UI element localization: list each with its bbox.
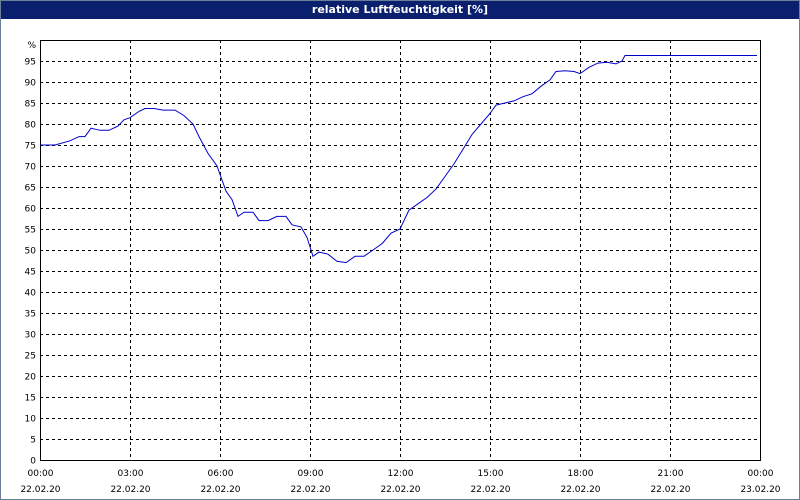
y-axis-unit-label: %	[27, 41, 36, 51]
x-tick-time-label: 06:00	[208, 469, 234, 479]
y-tick-label: 10	[25, 415, 37, 425]
x-tick-date-label: 22.02.20	[470, 485, 510, 495]
y-tick-label: 5	[30, 436, 36, 446]
y-tick-label: 60	[25, 205, 37, 215]
y-tick-label: 0	[30, 457, 36, 467]
x-tick-time-label: 12:00	[388, 469, 414, 479]
y-tick-label: 75	[25, 142, 36, 152]
x-tick-time-label: 15:00	[478, 469, 504, 479]
y-tick-label: 45	[25, 268, 36, 278]
y-tick-label: 25	[25, 352, 36, 362]
x-tick-time-label: 00:00	[748, 469, 774, 479]
x-tick-time-label: 09:00	[298, 469, 324, 479]
x-axis: 00:00 22.02.20 03:00 22.02.20 06:00 22.02.20 0…	[20, 469, 780, 495]
y-tick-label: 95	[25, 58, 36, 68]
series-line-humidity	[40, 55, 757, 264]
x-tick-date-label: 22.02.20	[20, 485, 60, 495]
y-tick-label: 20	[25, 373, 37, 383]
x-tick-date-label: 22.02.20	[110, 485, 150, 495]
series	[40, 55, 757, 264]
y-tick-label: 80	[25, 121, 37, 131]
x-tick-date-label: 22.02.20	[650, 485, 690, 495]
y-tick-label: 35	[25, 310, 36, 320]
y-tick-label: 90	[25, 79, 37, 89]
x-tick-time-label: 03:00	[118, 469, 144, 479]
x-tick-time-label: 00:00	[28, 469, 54, 479]
y-tick-label: 70	[25, 163, 37, 173]
x-tick-time-label: 21:00	[658, 469, 684, 479]
x-tick-time-label: 18:00	[568, 469, 594, 479]
chart-title: relative Luftfeuchtigkeit [%]	[1, 1, 799, 19]
y-tick-label: 55	[25, 226, 36, 236]
plot-area	[40, 40, 761, 461]
x-tick-date-label: 22.02.20	[290, 485, 330, 495]
y-tick-label: 30	[25, 331, 37, 341]
x-tick-date-label: 22.02.20	[380, 485, 420, 495]
x-tick-date-label: 22.02.20	[560, 485, 600, 495]
y-tick-label: 40	[25, 289, 37, 299]
x-tick-date-label: 23.02.20	[740, 485, 780, 495]
grid	[40, 40, 760, 460]
y-tick-label: 15	[25, 394, 36, 404]
y-tick-label: 50	[25, 247, 37, 257]
y-tick-label: 65	[25, 184, 36, 194]
y-tick-label: 85	[25, 100, 36, 110]
x-tick-date-label: 22.02.20	[200, 485, 240, 495]
y-axis: % 0 5 10 15 20 25 30 35 40 45 50 55 60 65 70 75 80 85 90 95	[25, 41, 37, 467]
